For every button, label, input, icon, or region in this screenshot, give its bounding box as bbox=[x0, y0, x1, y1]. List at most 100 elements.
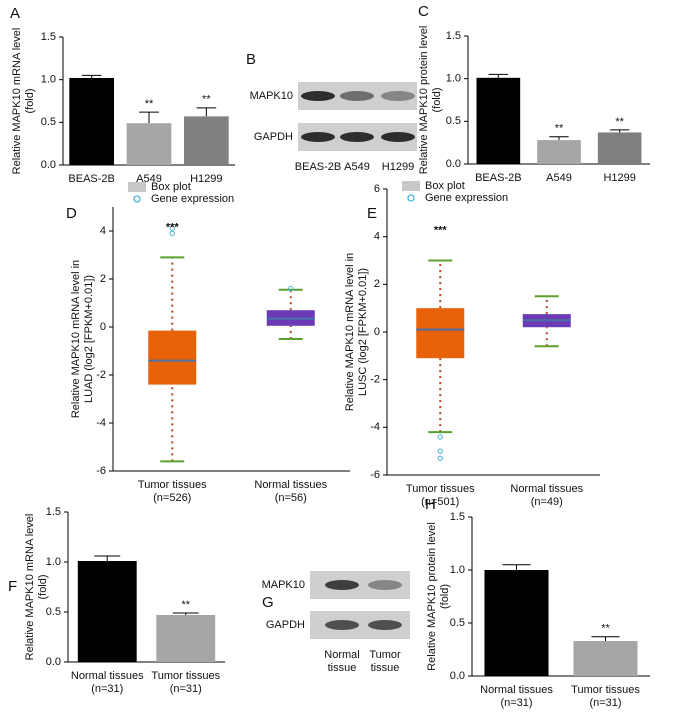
significance: ** bbox=[601, 623, 610, 635]
blot-lane-label: tissue bbox=[371, 662, 400, 674]
outlier bbox=[437, 448, 443, 454]
legend-swatch bbox=[128, 182, 146, 192]
sample-size: (n=526) bbox=[153, 492, 191, 504]
legend-label: Box plot bbox=[425, 180, 465, 192]
blot-band bbox=[368, 580, 402, 590]
blot-band bbox=[340, 91, 374, 101]
x-tick-label: H1299 bbox=[190, 173, 222, 185]
box bbox=[148, 330, 197, 385]
y-tick-label: 1.0 bbox=[46, 556, 61, 568]
sample-size: (n=31) bbox=[500, 697, 532, 709]
y-axis-label: Relative MAPK10 mRNA level bbox=[11, 28, 23, 175]
x-tick-label: Normal tissues bbox=[510, 483, 583, 495]
blot-band bbox=[381, 132, 415, 142]
panel-letter: G bbox=[262, 594, 274, 611]
y-tick-label: 4 bbox=[100, 225, 106, 237]
x-tick-label: Tumor tissues bbox=[406, 483, 475, 495]
y-tick-label: 1.5 bbox=[46, 506, 61, 518]
blot-row-label: MAPK10 bbox=[250, 90, 293, 102]
bar bbox=[573, 641, 638, 676]
bar bbox=[484, 570, 549, 676]
blot-band bbox=[340, 132, 374, 142]
y-tick-label: -2 bbox=[370, 374, 380, 386]
y-tick-label: 1.5 bbox=[41, 31, 56, 43]
blot-band bbox=[368, 620, 402, 630]
panel-letter: E bbox=[367, 205, 377, 222]
outlier bbox=[437, 434, 443, 440]
outlier bbox=[288, 285, 294, 292]
y-tick-label: 4 bbox=[374, 231, 380, 243]
outlier bbox=[169, 225, 175, 232]
bar bbox=[126, 123, 172, 165]
significance: ** bbox=[202, 94, 211, 106]
y-tick-label: 0 bbox=[374, 326, 380, 338]
y-tick-label: 1.0 bbox=[446, 73, 461, 85]
bar bbox=[183, 116, 229, 165]
x-tick-label: A549 bbox=[546, 172, 572, 184]
box bbox=[416, 308, 465, 359]
sample-size: (n=56) bbox=[275, 492, 307, 504]
sample-size: (n=31) bbox=[91, 683, 123, 695]
y-tick-label: 1.0 bbox=[41, 74, 56, 86]
y-axis-label: Relative MAPK10 mRNA level bbox=[24, 514, 36, 661]
y-axis-label: Relative MAPK10 protein level bbox=[418, 26, 430, 175]
y-tick-label: 0.5 bbox=[41, 116, 56, 128]
x-tick-label: A549 bbox=[136, 173, 162, 185]
y-tick-label: 0 bbox=[100, 321, 106, 333]
y-tick-label: 1.0 bbox=[450, 564, 465, 576]
significance: ** bbox=[181, 599, 190, 611]
panel-letter: H bbox=[425, 496, 436, 513]
blot-row-label: GAPDH bbox=[254, 131, 293, 143]
blot-lane-label: Normal bbox=[324, 649, 359, 661]
panel-letter: F bbox=[8, 578, 17, 595]
legend-label: Gene expression bbox=[151, 193, 234, 205]
y-axis-label: (fold) bbox=[439, 584, 451, 609]
bar bbox=[476, 77, 521, 164]
x-tick-label: Tumor tissues bbox=[571, 684, 640, 696]
y-tick-label: -2 bbox=[96, 369, 106, 381]
y-axis-label: LUSC (log2 [FPKM+0.01]) bbox=[357, 268, 369, 396]
x-tick-label: Tumor tissues bbox=[151, 670, 220, 682]
legend-label: Box plot bbox=[151, 181, 191, 193]
x-tick-label: Normal tissues bbox=[480, 684, 553, 696]
y-tick-label: 1.5 bbox=[446, 30, 461, 42]
sample-size: (n=31) bbox=[170, 683, 202, 695]
blot-lane-label: A549 bbox=[344, 161, 370, 173]
significance: ** bbox=[145, 98, 154, 110]
significance: *** bbox=[434, 224, 448, 236]
outlier bbox=[437, 455, 443, 462]
x-tick-label: H1299 bbox=[603, 172, 635, 184]
legend-swatch bbox=[407, 194, 415, 202]
blot-band bbox=[325, 620, 359, 630]
blot-lane-label: Tumor bbox=[369, 649, 401, 661]
legend-swatch bbox=[402, 181, 420, 191]
x-tick-label: Normal tissues bbox=[254, 479, 327, 491]
y-axis-label: LUAD (log2 [FPKM+0.01]) bbox=[83, 275, 95, 403]
y-tick-label: 0.0 bbox=[41, 159, 56, 171]
panel-letter: B bbox=[246, 51, 256, 68]
y-tick-label: 2 bbox=[100, 273, 106, 285]
y-tick-label: 0.5 bbox=[450, 617, 465, 629]
blot-band bbox=[381, 91, 415, 101]
y-tick-label: -6 bbox=[370, 469, 380, 481]
y-axis-label: (fold) bbox=[24, 88, 36, 113]
y-tick-label: 0.0 bbox=[450, 670, 465, 682]
y-axis-label: (fold) bbox=[431, 87, 443, 112]
blot-band bbox=[301, 132, 335, 142]
bar bbox=[156, 615, 216, 662]
x-tick-label: Tumor tissues bbox=[138, 479, 207, 491]
y-axis-label: Relative MAPK10 mRNA level in bbox=[344, 253, 356, 411]
blot-row-label: GAPDH bbox=[266, 619, 305, 631]
blot-band bbox=[325, 580, 359, 590]
y-tick-label: 2 bbox=[374, 278, 380, 290]
y-tick-label: 1.5 bbox=[450, 511, 465, 523]
blot-row-label: MAPK10 bbox=[262, 579, 305, 591]
x-tick-label: BEAS-2B bbox=[68, 173, 114, 185]
x-tick-label: BEAS-2B bbox=[475, 172, 521, 184]
sample-size: (n=501) bbox=[421, 496, 459, 508]
sample-size: (n=31) bbox=[589, 697, 621, 709]
y-tick-label: 0.5 bbox=[446, 115, 461, 127]
bar bbox=[69, 77, 115, 165]
y-axis-label: Relative MAPK10 mRNA level in bbox=[70, 260, 82, 418]
blot-band bbox=[301, 91, 335, 101]
